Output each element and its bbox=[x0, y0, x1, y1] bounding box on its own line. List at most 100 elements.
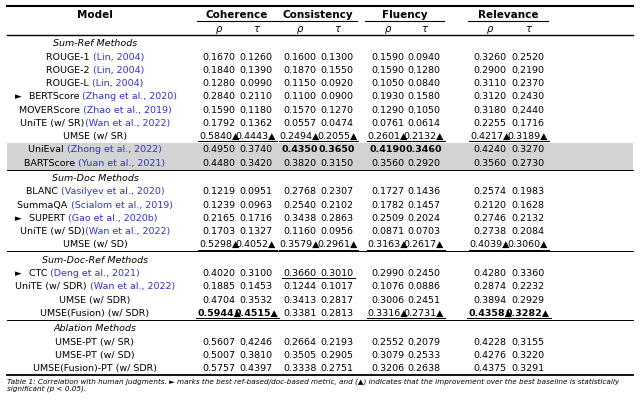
Text: 0.1590: 0.1590 bbox=[371, 53, 404, 62]
Text: 0.1792: 0.1792 bbox=[202, 119, 236, 128]
Text: 0.2079: 0.2079 bbox=[408, 338, 440, 347]
Text: 0.2024: 0.2024 bbox=[408, 214, 440, 223]
Text: 0.1453: 0.1453 bbox=[239, 282, 273, 291]
Text: 0.3460: 0.3460 bbox=[406, 145, 442, 154]
Text: 0.2132▲: 0.2132▲ bbox=[404, 132, 444, 141]
Text: 0.0951: 0.0951 bbox=[239, 187, 273, 197]
Text: (Lin, 2004): (Lin, 2004) bbox=[93, 53, 144, 62]
Text: (Gao et al., 2020b): (Gao et al., 2020b) bbox=[68, 214, 157, 223]
Text: 0.0990: 0.0990 bbox=[239, 79, 273, 88]
Text: 0.2430: 0.2430 bbox=[511, 92, 545, 101]
Text: 0.2370: 0.2370 bbox=[511, 79, 545, 88]
Text: 0.2190: 0.2190 bbox=[511, 66, 545, 75]
Bar bbox=[7, 157, 633, 170]
Text: 0.1570: 0.1570 bbox=[284, 106, 317, 115]
Text: τ: τ bbox=[525, 24, 531, 34]
Text: (Lin, 2004): (Lin, 2004) bbox=[92, 79, 143, 88]
Text: 0.2084: 0.2084 bbox=[511, 227, 545, 236]
Text: 0.1180: 0.1180 bbox=[239, 106, 273, 115]
Text: 0.3560: 0.3560 bbox=[474, 159, 507, 168]
Text: Consistency: Consistency bbox=[282, 10, 353, 20]
Text: Coherence: Coherence bbox=[206, 10, 268, 20]
Text: 0.3180: 0.3180 bbox=[474, 106, 507, 115]
Text: 0.3810: 0.3810 bbox=[239, 351, 273, 360]
Text: 0.0963: 0.0963 bbox=[239, 201, 273, 210]
Text: 0.1290: 0.1290 bbox=[371, 106, 404, 115]
Text: 0.3560: 0.3560 bbox=[371, 159, 404, 168]
Text: 0.1280: 0.1280 bbox=[202, 79, 236, 88]
Text: τ: τ bbox=[421, 24, 427, 34]
Text: 0.4350: 0.4350 bbox=[282, 145, 318, 154]
Text: ρ: ρ bbox=[297, 24, 303, 34]
Text: (Wan et al., 2022): (Wan et al., 2022) bbox=[85, 227, 170, 236]
Text: ρ: ρ bbox=[385, 24, 391, 34]
Text: 0.3079: 0.3079 bbox=[371, 351, 404, 360]
Text: 0.2905: 0.2905 bbox=[321, 351, 353, 360]
Text: UMSE-PT (w/ SR): UMSE-PT (w/ SR) bbox=[56, 338, 134, 347]
Text: 0.1327: 0.1327 bbox=[239, 227, 273, 236]
Text: 0.1840: 0.1840 bbox=[202, 66, 236, 75]
Text: 0.1983: 0.1983 bbox=[511, 187, 545, 197]
Text: 0.2738: 0.2738 bbox=[474, 227, 507, 236]
Bar bbox=[7, 143, 633, 157]
Text: 0.2255: 0.2255 bbox=[474, 119, 506, 128]
Text: 0.1050: 0.1050 bbox=[408, 106, 440, 115]
Text: ρ: ρ bbox=[216, 24, 222, 34]
Text: 0.2540: 0.2540 bbox=[284, 201, 317, 210]
Text: 0.2768: 0.2768 bbox=[284, 187, 317, 197]
Text: 0.1390: 0.1390 bbox=[239, 66, 273, 75]
Text: 0.2920: 0.2920 bbox=[408, 159, 440, 168]
Text: 0.5757: 0.5757 bbox=[202, 364, 236, 373]
Text: 0.4704: 0.4704 bbox=[202, 296, 236, 305]
Text: 0.3100: 0.3100 bbox=[239, 269, 273, 278]
Text: UniTE (w/ SR): UniTE (w/ SR) bbox=[20, 119, 84, 128]
Text: 0.4240: 0.4240 bbox=[474, 145, 506, 154]
Text: 0.1930: 0.1930 bbox=[371, 92, 404, 101]
Text: 0.1590: 0.1590 bbox=[202, 106, 236, 115]
Text: (Lin, 2004): (Lin, 2004) bbox=[93, 66, 144, 75]
Text: 0.2552: 0.2552 bbox=[371, 338, 404, 347]
Text: ►: ► bbox=[15, 269, 22, 278]
Text: ►: ► bbox=[15, 92, 22, 101]
Text: 0.0614: 0.0614 bbox=[408, 119, 440, 128]
Text: 0.1716: 0.1716 bbox=[239, 214, 273, 223]
Text: (Deng et al., 2021): (Deng et al., 2021) bbox=[51, 269, 140, 278]
Text: UMSE-PT (w/ SD): UMSE-PT (w/ SD) bbox=[55, 351, 135, 360]
Text: 0.2494▲: 0.2494▲ bbox=[280, 132, 320, 141]
Text: 0.4039▲: 0.4039▲ bbox=[470, 241, 510, 249]
Text: (Yuan et al., 2021): (Yuan et al., 2021) bbox=[79, 159, 166, 168]
Text: 0.3740: 0.3740 bbox=[239, 145, 273, 154]
Text: 0.2730: 0.2730 bbox=[511, 159, 545, 168]
Text: 0.2533: 0.2533 bbox=[408, 351, 440, 360]
Text: 0.1100: 0.1100 bbox=[284, 92, 317, 101]
Text: ROUGE-2: ROUGE-2 bbox=[46, 66, 93, 75]
Text: Ablation Methods: Ablation Methods bbox=[54, 324, 136, 333]
Text: 0.1362: 0.1362 bbox=[239, 119, 273, 128]
Text: 0.1550: 0.1550 bbox=[321, 66, 353, 75]
Text: 0.2132: 0.2132 bbox=[511, 214, 545, 223]
Text: 0.2961▲: 0.2961▲ bbox=[317, 241, 357, 249]
Text: 0.4443▲: 0.4443▲ bbox=[236, 132, 276, 141]
Text: 0.3360: 0.3360 bbox=[511, 269, 545, 278]
Text: 0.0761: 0.0761 bbox=[371, 119, 404, 128]
Text: 0.1703: 0.1703 bbox=[202, 227, 236, 236]
Text: 0.2232: 0.2232 bbox=[511, 282, 545, 291]
Text: 0.2574: 0.2574 bbox=[474, 187, 506, 197]
Text: 0.4228: 0.4228 bbox=[474, 338, 506, 347]
Text: MOVERScore: MOVERScore bbox=[19, 106, 83, 115]
Text: UniTE (w/ SDR): UniTE (w/ SDR) bbox=[15, 282, 90, 291]
Text: 0.2617▲: 0.2617▲ bbox=[404, 241, 444, 249]
Text: 0.2450: 0.2450 bbox=[408, 269, 440, 278]
Text: 0.2664: 0.2664 bbox=[284, 338, 317, 347]
Text: UMSE (w/ SD): UMSE (w/ SD) bbox=[63, 241, 127, 249]
Text: 0.3060▲: 0.3060▲ bbox=[508, 241, 548, 249]
Text: 0.2451: 0.2451 bbox=[408, 296, 440, 305]
Text: 0.0474: 0.0474 bbox=[321, 119, 353, 128]
Text: 0.3006: 0.3006 bbox=[371, 296, 404, 305]
Text: 0.5298▲: 0.5298▲ bbox=[199, 241, 239, 249]
Text: BERTScore: BERTScore bbox=[29, 92, 83, 101]
Text: UniTE (w/ SD): UniTE (w/ SD) bbox=[20, 227, 85, 236]
Text: 0.0886: 0.0886 bbox=[408, 282, 440, 291]
Text: 0.3820: 0.3820 bbox=[284, 159, 317, 168]
Text: (Vasilyev et al., 2020): (Vasilyev et al., 2020) bbox=[61, 187, 164, 197]
